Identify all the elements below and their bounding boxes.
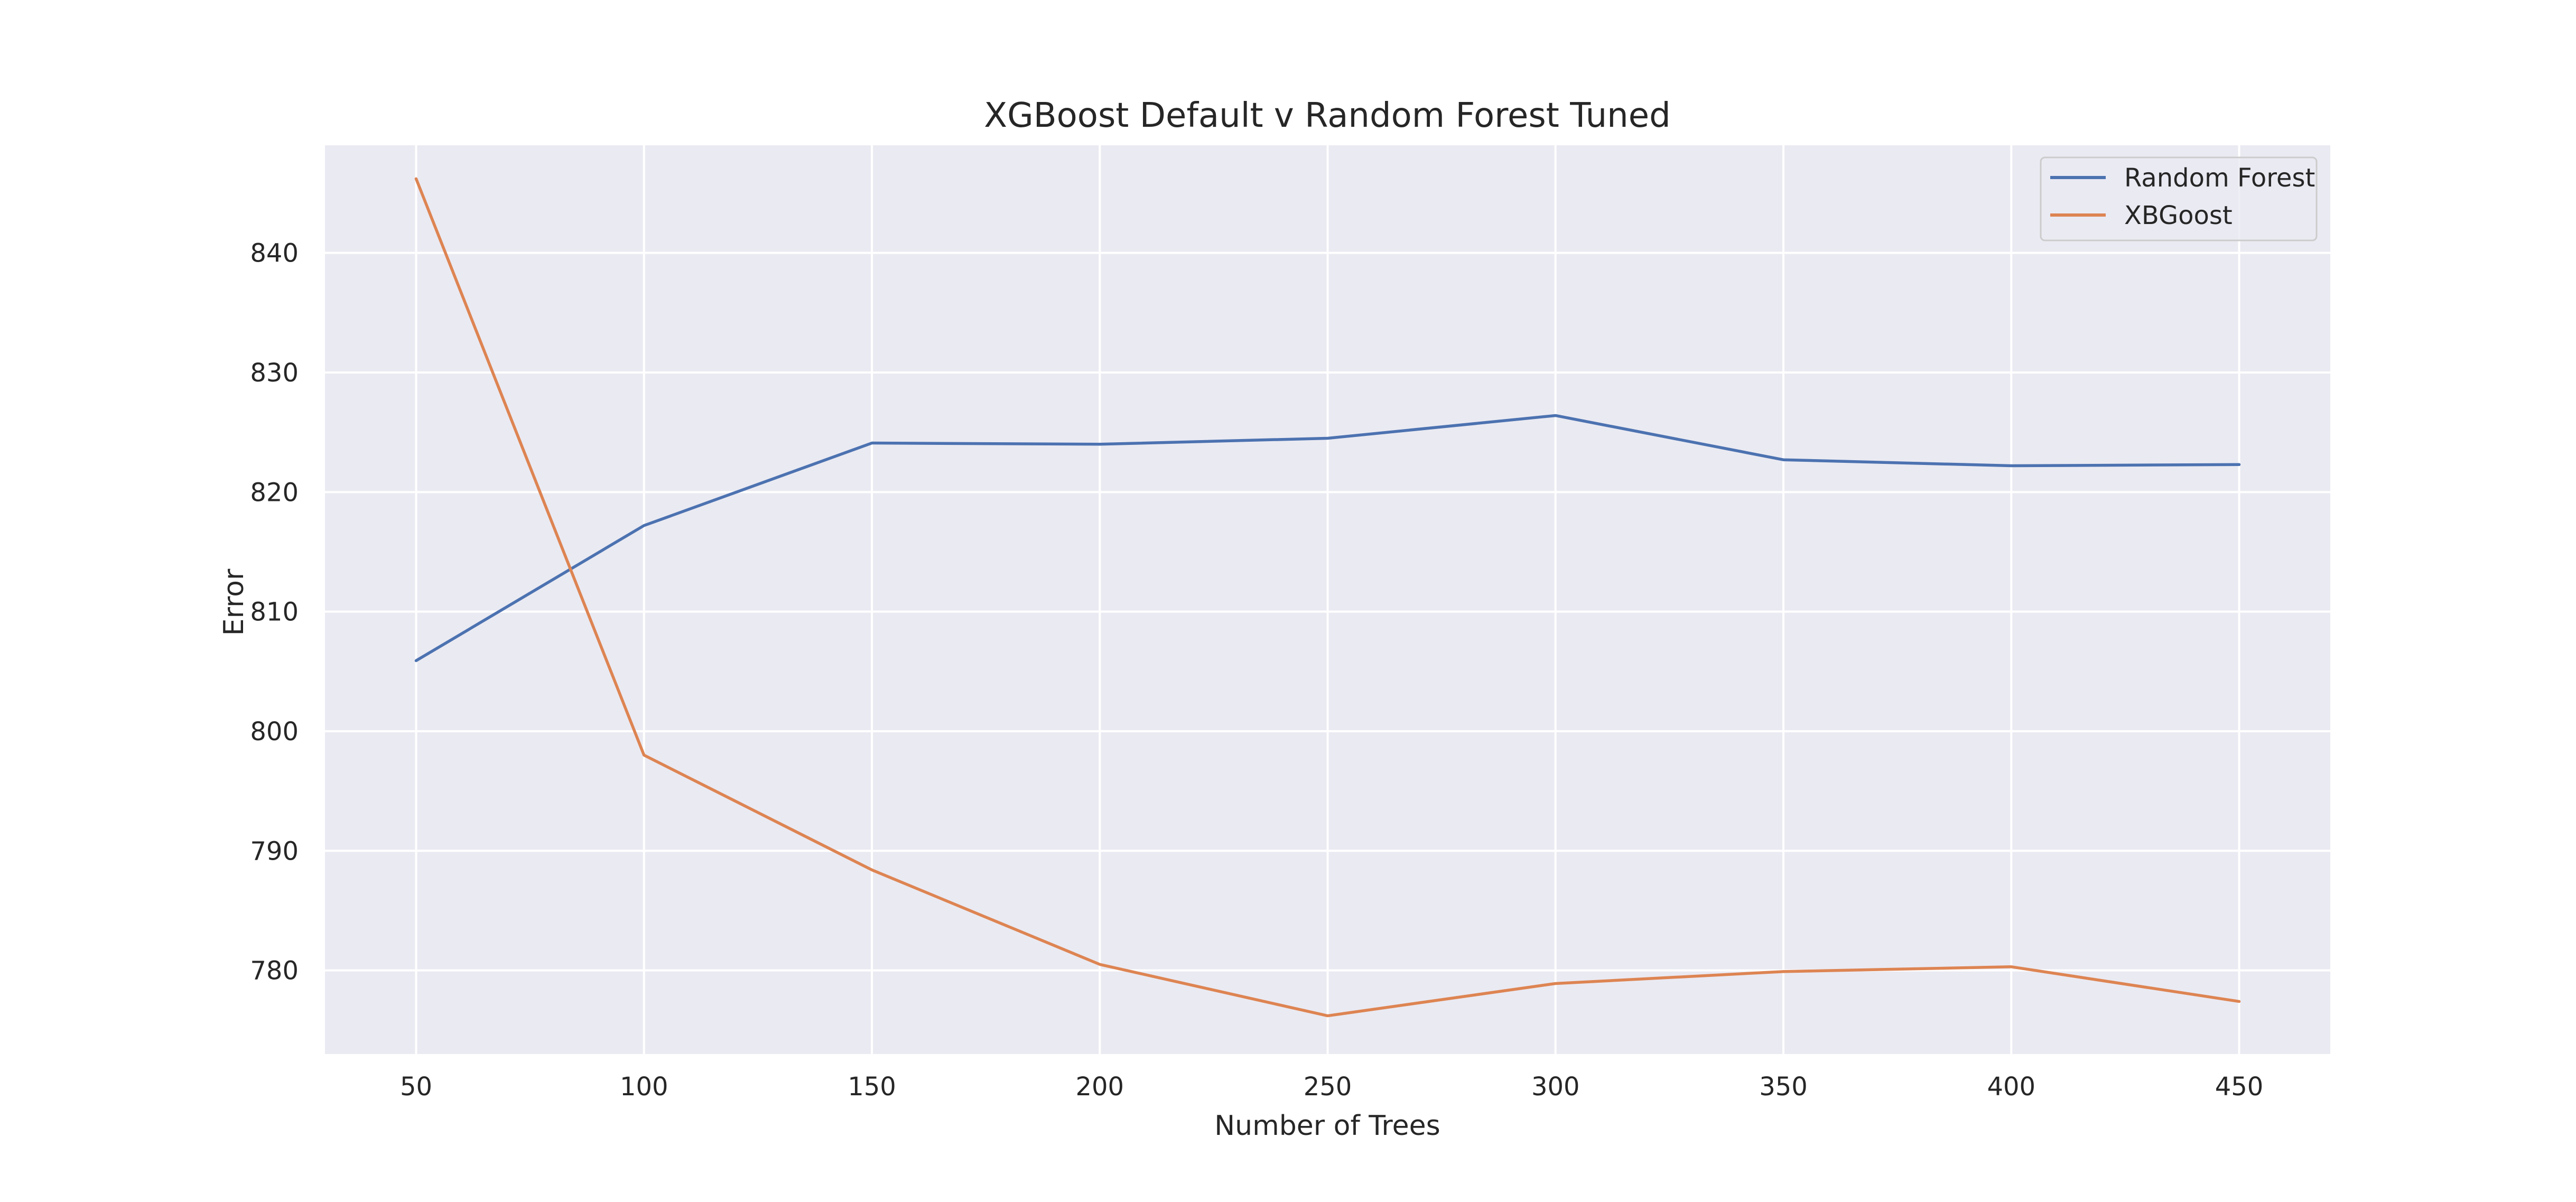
legend-box: [2040, 156, 2318, 241]
series-line-xbgoost: [414, 177, 2241, 1018]
x-axis-label: Number of Trees: [1214, 1110, 1440, 1142]
legend-label-xbgoost: XBGoost: [2124, 201, 2233, 230]
y-tick-label: 790: [250, 836, 299, 866]
x-tick-label: 450: [2215, 1072, 2264, 1102]
y-axis-label: Error: [218, 569, 250, 636]
y-axis-tick-labels: 780 790 800 810 820 830 840: [250, 239, 299, 986]
x-tick-label: 300: [1531, 1072, 1580, 1102]
y-tick-label: 810: [250, 598, 299, 627]
grid-lines: [325, 145, 2330, 1054]
chart-title: XGBoost Default v Random Forest Tuned: [984, 96, 1670, 135]
y-tick-label: 840: [250, 239, 299, 268]
x-tick-label: 350: [1759, 1072, 1808, 1102]
x-tick-label: 250: [1304, 1072, 1352, 1102]
legend: Random Forest XBGoost: [2040, 156, 2318, 241]
y-tick-label: 780: [250, 956, 299, 986]
x-axis-tick-labels: 50 100 150 200 250 300 350 400 450: [400, 1072, 2263, 1102]
legend-label-random-forest: Random Forest: [2124, 163, 2315, 193]
series-lines: [414, 177, 2241, 1018]
x-tick-label: 400: [1987, 1072, 2035, 1102]
x-tick-label: 100: [620, 1072, 668, 1102]
x-tick-label: 150: [848, 1072, 896, 1102]
series-line-random-forest: [414, 414, 2241, 663]
x-tick-label: 200: [1075, 1072, 1124, 1102]
y-tick-label: 820: [250, 478, 299, 507]
x-tick-label: 50: [400, 1072, 432, 1102]
y-tick-label: 830: [250, 358, 299, 388]
y-tick-label: 800: [250, 717, 299, 747]
